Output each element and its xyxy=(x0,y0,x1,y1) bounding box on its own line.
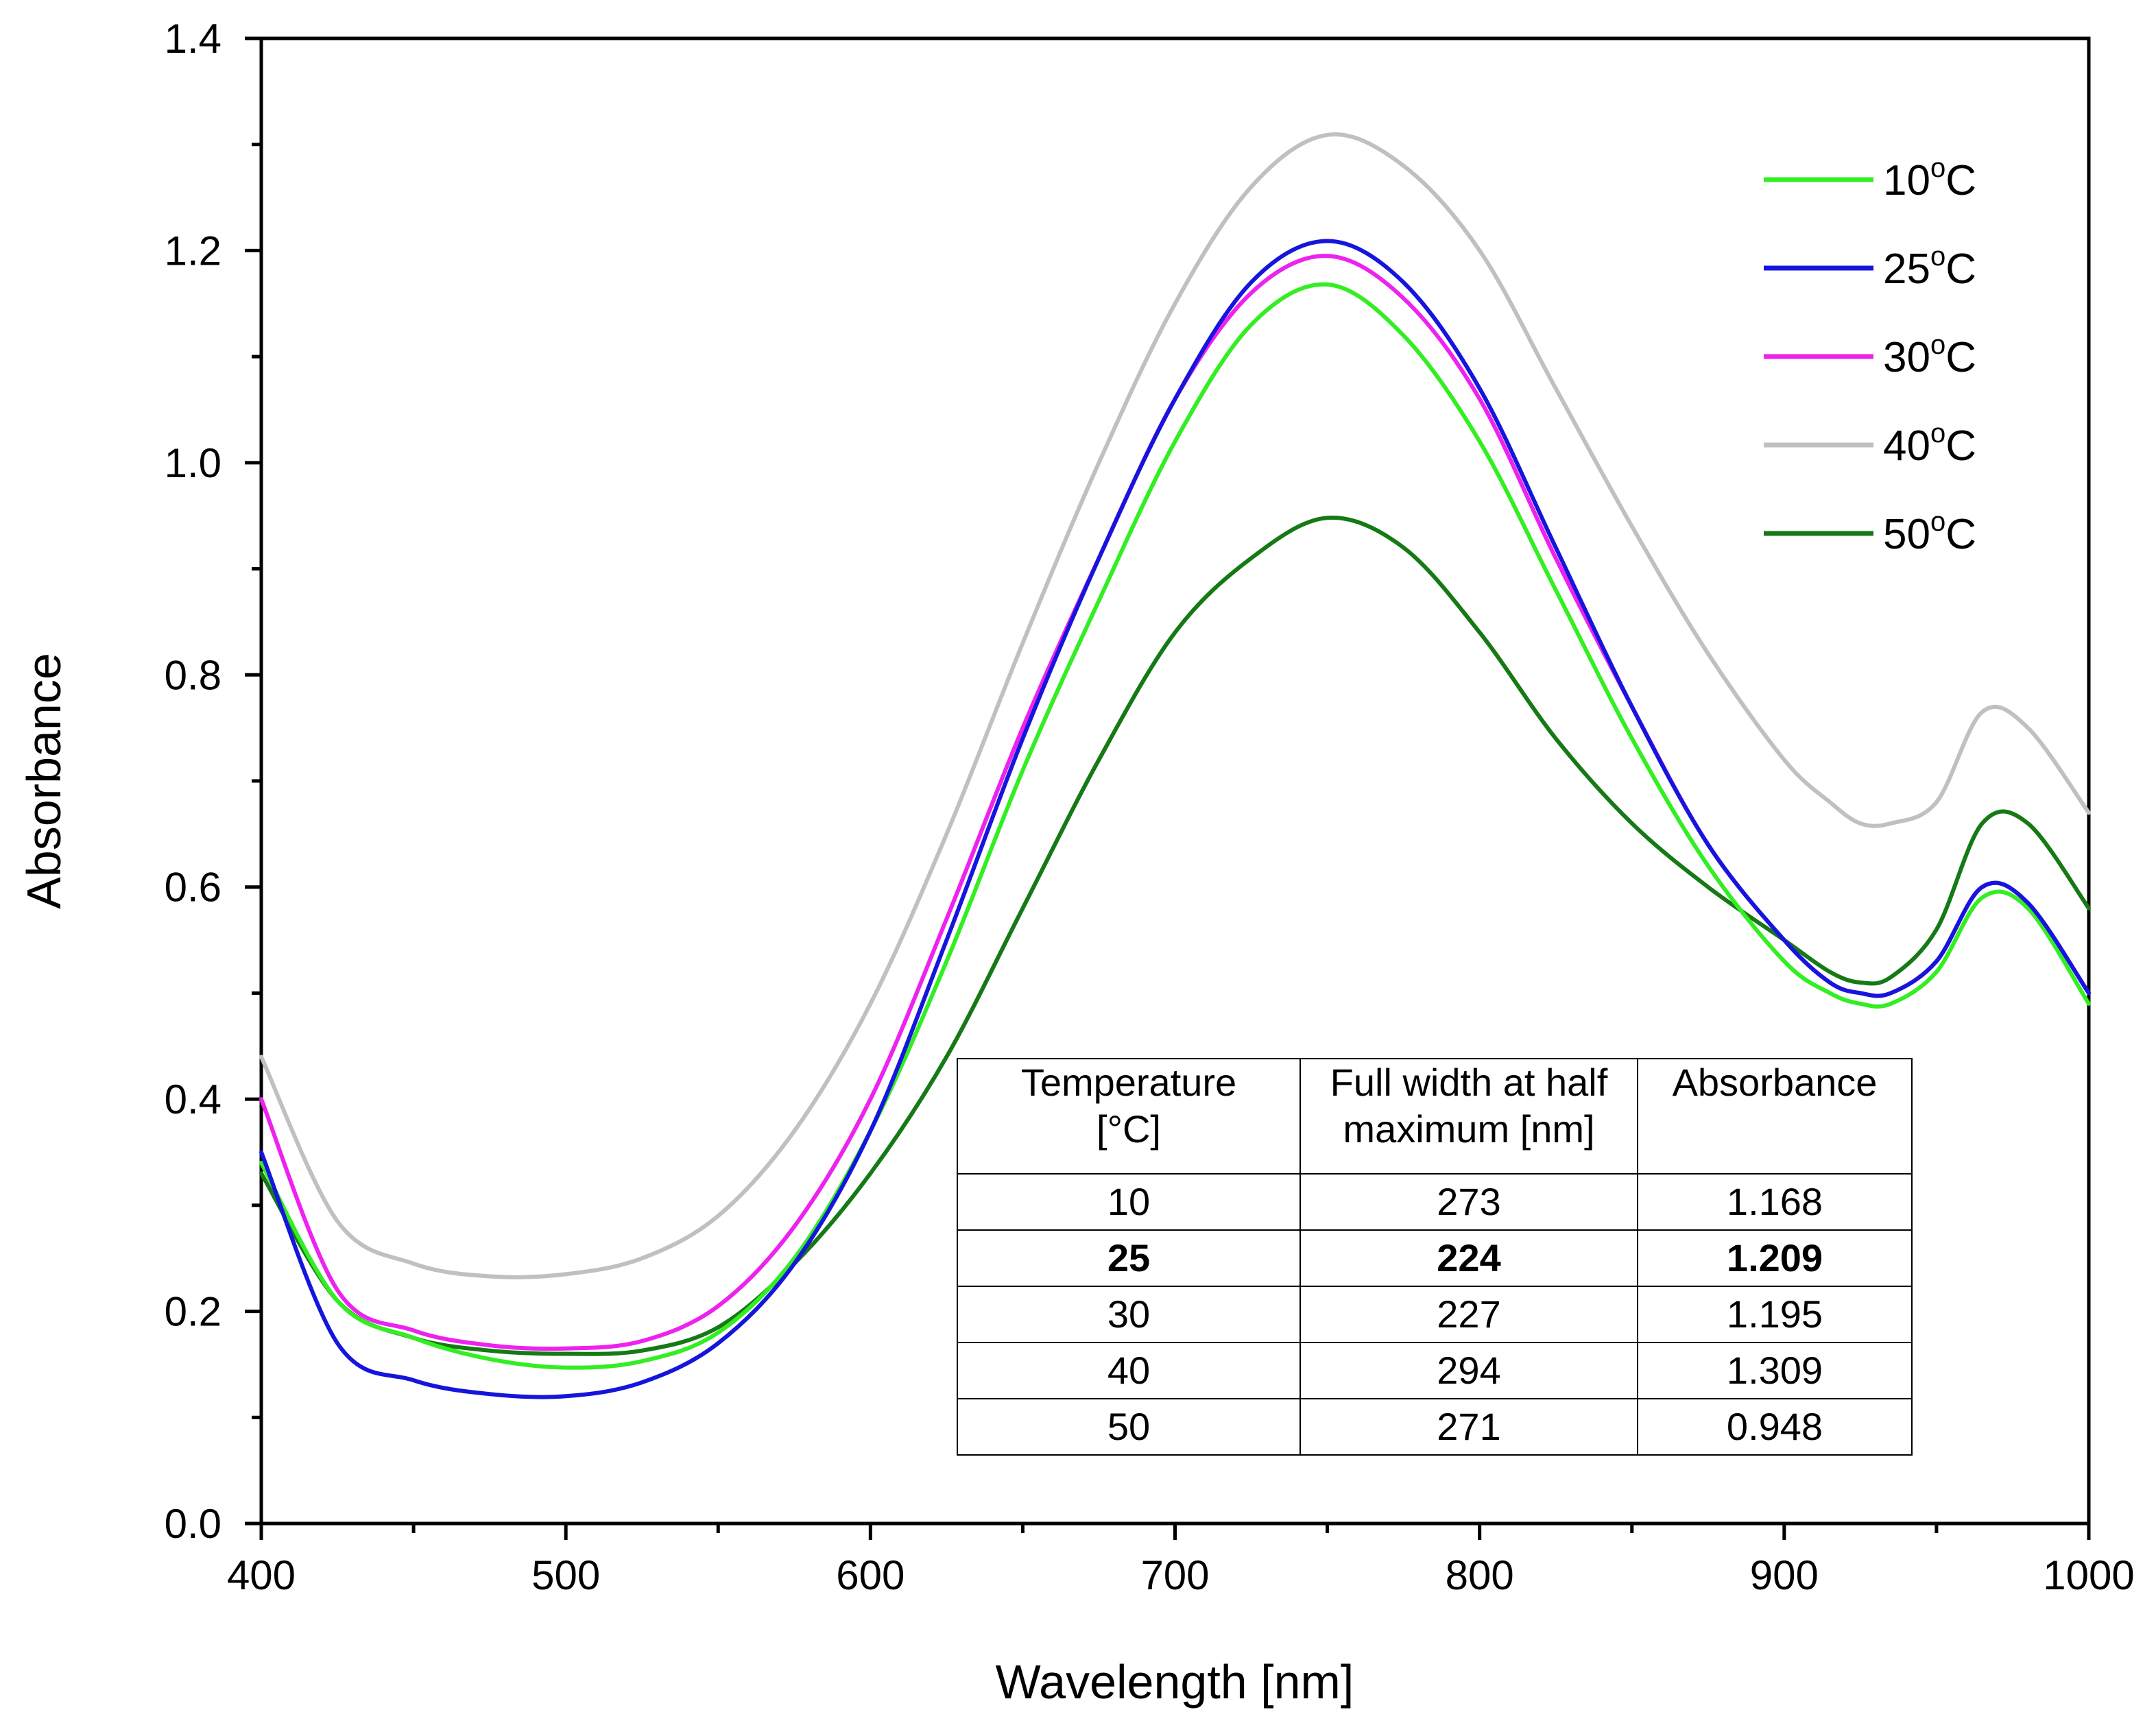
series-lines xyxy=(259,132,2091,1399)
header-absorbance: Absorbance xyxy=(1637,1058,1913,1175)
x-tick-label: 700 xyxy=(1140,1552,1209,1598)
x-tick-label: 500 xyxy=(531,1552,600,1598)
cell-fwhm: 227 xyxy=(1299,1286,1638,1343)
y-tick-label: 1.4 xyxy=(165,16,221,62)
header-fwhm-line1: Full width at half xyxy=(1330,1061,1608,1104)
cell-fwhm: 271 xyxy=(1299,1398,1638,1456)
header-absorbance-line1: Absorbance xyxy=(1672,1061,1878,1104)
table-row: 10 273 1.168 xyxy=(957,1173,1913,1231)
cell-fwhm: 224 xyxy=(1299,1229,1638,1287)
cell-temperature: 10 xyxy=(957,1173,1301,1231)
x-tick-label: 600 xyxy=(836,1552,905,1598)
header-temperature: Temperature [°C] xyxy=(957,1058,1301,1175)
legend-label-50c: 50oC xyxy=(1883,507,1976,558)
table-row: 30 227 1.195 xyxy=(957,1286,1913,1343)
axis-ticks xyxy=(245,36,2091,1540)
header-temperature-line1: Temperature xyxy=(1020,1061,1237,1104)
cell-absorbance: 1.168 xyxy=(1637,1173,1913,1231)
y-tick-label: 0.6 xyxy=(165,865,221,911)
y-tick-label: 0.8 xyxy=(165,652,221,698)
cell-temperature: 25 xyxy=(957,1229,1301,1287)
y-tick-label: 0.0 xyxy=(165,1501,221,1547)
legend-label-30c: 30oC xyxy=(1883,330,1976,381)
x-tick-label: 800 xyxy=(1446,1552,1514,1598)
y-tick-labels: 0.0 0.2 0.4 0.6 0.8 1.0 1.2 1.4 xyxy=(165,16,221,1547)
cell-absorbance: 0.948 xyxy=(1637,1398,1913,1456)
x-tick-label: 900 xyxy=(1750,1552,1819,1598)
table-header-row: Temperature [°C] Full width at half maxi… xyxy=(957,1058,1913,1175)
series-line-40c xyxy=(259,132,2091,1279)
fwhm-table: Temperature [°C] Full width at half maxi… xyxy=(957,1058,1913,1456)
y-tick-label: 1.0 xyxy=(165,440,221,486)
y-tick-label: 1.2 xyxy=(165,228,221,274)
y-axis-title: Absorbance xyxy=(17,653,71,909)
cell-fwhm: 273 xyxy=(1299,1173,1638,1231)
series-line-50c xyxy=(259,516,2091,1356)
legend-label-25c: 25oC xyxy=(1883,241,1976,293)
header-fwhm: Full width at half maximum [nm] xyxy=(1299,1058,1638,1175)
cell-absorbance: 1.195 xyxy=(1637,1286,1913,1343)
table-row: 25 224 1.209 xyxy=(957,1229,1913,1287)
cell-temperature: 30 xyxy=(957,1286,1301,1343)
cell-fwhm: 294 xyxy=(1299,1342,1638,1399)
legend: 10oC 25oC 30oC 40oC 50oC xyxy=(1764,153,1976,558)
legend-label-10c: 10oC xyxy=(1883,153,1976,204)
x-tick-label: 1000 xyxy=(2043,1552,2134,1598)
x-tick-labels: 400 500 600 700 800 900 1000 xyxy=(227,1552,2135,1598)
cell-absorbance: 1.309 xyxy=(1637,1342,1913,1399)
cell-temperature: 40 xyxy=(957,1342,1301,1399)
cell-temperature: 50 xyxy=(957,1398,1301,1456)
header-temperature-line2: [°C] xyxy=(1097,1107,1161,1151)
table-row: 40 294 1.309 xyxy=(957,1342,1913,1399)
y-tick-label: 0.4 xyxy=(165,1076,221,1122)
series-line-10c xyxy=(259,282,2091,1370)
header-fwhm-line2: maximum [nm] xyxy=(1343,1107,1595,1151)
series-line-25c xyxy=(259,239,2091,1399)
x-tick-label: 400 xyxy=(227,1552,296,1598)
x-axis-title: Wavelength [nm] xyxy=(996,1655,1354,1709)
legend-label-40c: 40oC xyxy=(1883,418,1976,470)
y-tick-label: 0.2 xyxy=(165,1289,221,1335)
cell-absorbance: 1.209 xyxy=(1637,1229,1913,1287)
table-row: 50 271 0.948 xyxy=(957,1398,1913,1456)
